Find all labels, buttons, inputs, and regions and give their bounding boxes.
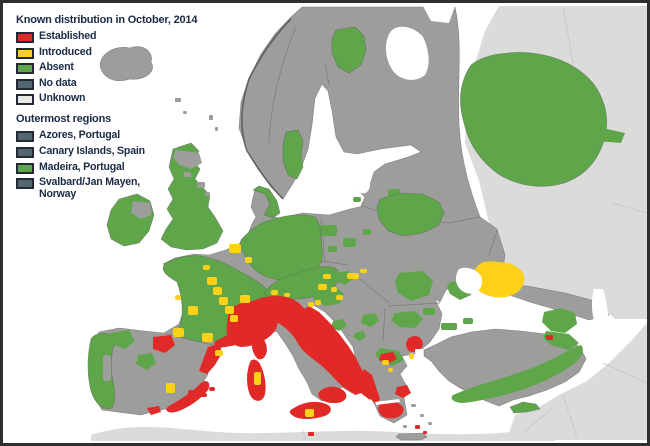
legend-label: Introduced <box>39 45 92 58</box>
legend-title: Known distribution in October, 2014 <box>16 14 198 26</box>
legend-label: Unknown <box>39 92 86 105</box>
region-se-spain-coast <box>166 381 210 413</box>
established-regions <box>147 295 553 436</box>
region-greece-west <box>361 369 380 405</box>
region-riviera <box>214 323 271 348</box>
region-iceland <box>99 46 153 82</box>
outermost-regions-title: Outermost regions <box>16 113 112 126</box>
region-corsica <box>251 335 267 360</box>
region-turkey <box>423 328 587 407</box>
patch-scotland <box>173 150 202 169</box>
region-north-finland <box>331 26 367 74</box>
map-legend: Known distribution in October, 2014 Esta… <box>16 14 198 204</box>
swatch-no-data <box>16 78 34 90</box>
region-peloponnese <box>378 401 404 419</box>
no-data-patches <box>103 150 210 381</box>
region-uk <box>160 142 224 251</box>
swatch-canary <box>16 146 34 158</box>
swatch-absent <box>16 63 34 75</box>
region-central-russia <box>460 52 607 187</box>
swatch-unknown <box>16 94 34 106</box>
legend-item-absent: Absent <box>16 61 148 75</box>
gulf-of-riga <box>354 172 371 194</box>
region-cyprus <box>509 401 541 414</box>
legend-item-established: Established <box>16 30 148 43</box>
norway-coastline <box>241 18 292 200</box>
region-denmark <box>252 185 281 219</box>
region-basque-coast <box>153 335 175 353</box>
legend-item-unknown: Unknown <box>16 92 148 106</box>
region-adriatic-coast <box>304 306 374 400</box>
legend-item-azores: Azores, Portugal <box>16 129 148 143</box>
focus-ukraine-azov <box>472 261 525 298</box>
region-middle-east <box>509 323 647 440</box>
swatch-established <box>16 32 34 43</box>
sea-overlays <box>354 6 609 405</box>
legend-label: Canary Islands, Spain <box>39 144 145 157</box>
region-istanbul <box>406 336 423 353</box>
white-sea <box>385 26 429 80</box>
legend-item-no-data: No data <box>16 76 148 90</box>
legend-item-madeira: Madeira, Portugal <box>16 160 148 174</box>
region-south-sweden <box>282 129 304 180</box>
legend-label: No data <box>39 76 77 89</box>
caspian-sea <box>591 289 609 335</box>
swatch-svalbard <box>16 178 34 190</box>
patch-north-ireland <box>131 201 152 219</box>
introduced-regions <box>166 244 525 417</box>
legend-item-canary: Canary Islands, Spain <box>16 144 148 158</box>
island-details <box>395 404 432 441</box>
sea-of-azov <box>455 267 483 294</box>
swatch-madeira <box>16 162 34 174</box>
swatch-azores <box>16 131 34 143</box>
legend-label: Madeira, Portugal <box>39 160 125 173</box>
legend-label: Azores, Portugal <box>39 129 120 142</box>
legend-label: Established <box>39 30 97 42</box>
swatch-introduced <box>16 47 34 59</box>
legend-label: Absent <box>39 61 74 74</box>
region-italy <box>247 295 362 391</box>
region-north-africa <box>91 426 555 441</box>
region-romania-center <box>395 271 433 301</box>
region-belarus <box>376 192 445 237</box>
legend-label: Svalbard/Jan Mayen, Norway <box>39 176 141 201</box>
legend-item-svalbard: Svalbard/Jan Mayen, Norway <box>16 176 148 201</box>
region-crete <box>395 432 428 441</box>
legend-item-introduced: Introduced <box>16 45 148 59</box>
region-georgia <box>542 308 577 333</box>
region-turkey-south-coast <box>451 345 583 403</box>
europe-map <box>3 3 647 443</box>
region-italy-toe <box>318 386 347 404</box>
